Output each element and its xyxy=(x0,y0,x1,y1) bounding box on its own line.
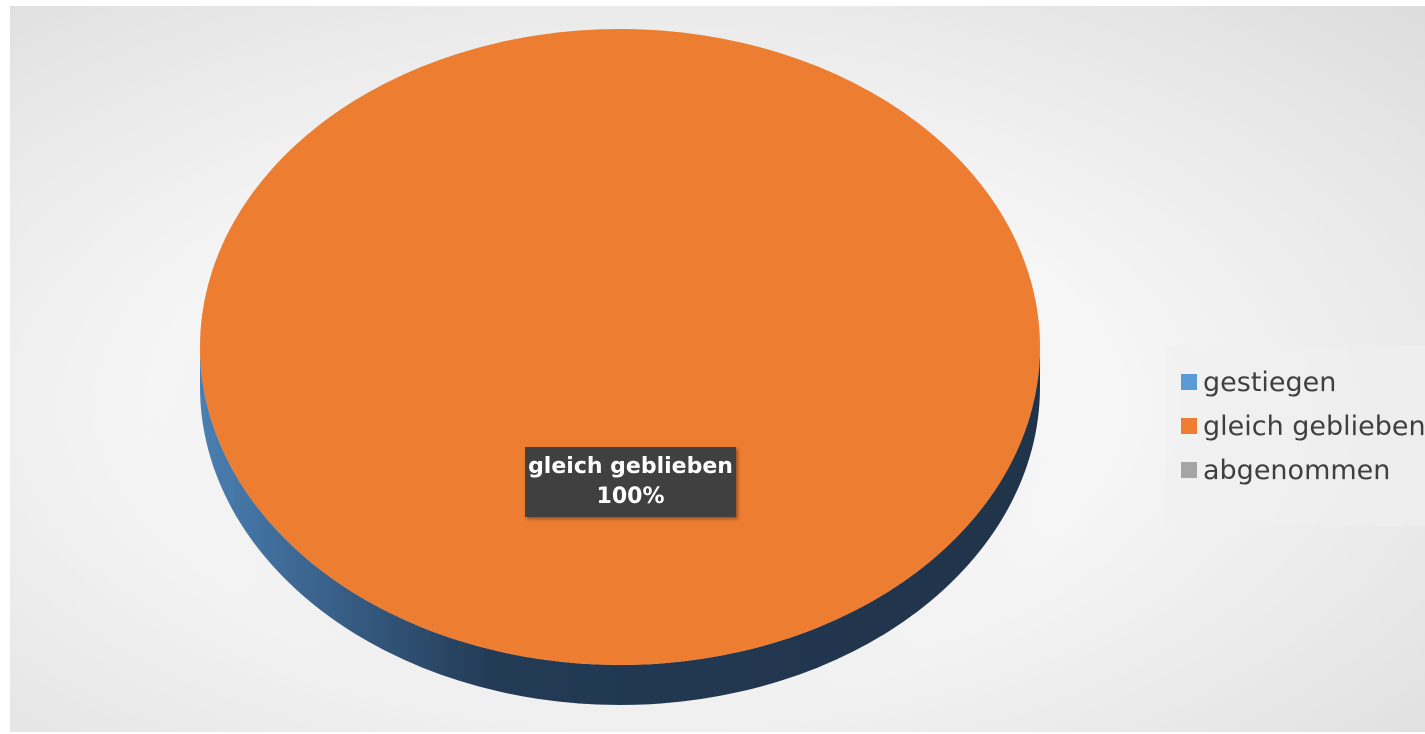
pie-slice-gleich-geblieben xyxy=(200,29,1040,665)
data-label-category: gleich geblieben xyxy=(528,454,733,479)
chart-area: gleich geblieben 100% gestiegen gleich g… xyxy=(10,6,1425,732)
data-label-gleich-geblieben: gleich geblieben 100% xyxy=(525,447,736,517)
legend-swatch-gleich-geblieben xyxy=(1181,418,1197,434)
legend: gestiegen gleich geblieben abgenommen xyxy=(1165,346,1425,526)
legend-label: gleich geblieben xyxy=(1203,410,1425,442)
data-label-percent: 100% xyxy=(596,484,665,509)
legend-item-gleich-geblieben: gleich geblieben xyxy=(1165,404,1425,448)
pie-chart xyxy=(148,29,1088,726)
legend-swatch-gestiegen xyxy=(1181,374,1197,390)
legend-label: abgenommen xyxy=(1203,454,1391,486)
legend-item-gestiegen: gestiegen xyxy=(1165,360,1425,404)
legend-swatch-abgenommen xyxy=(1181,462,1197,478)
legend-item-abgenommen: abgenommen xyxy=(1165,448,1425,492)
legend-label: gestiegen xyxy=(1203,366,1337,398)
